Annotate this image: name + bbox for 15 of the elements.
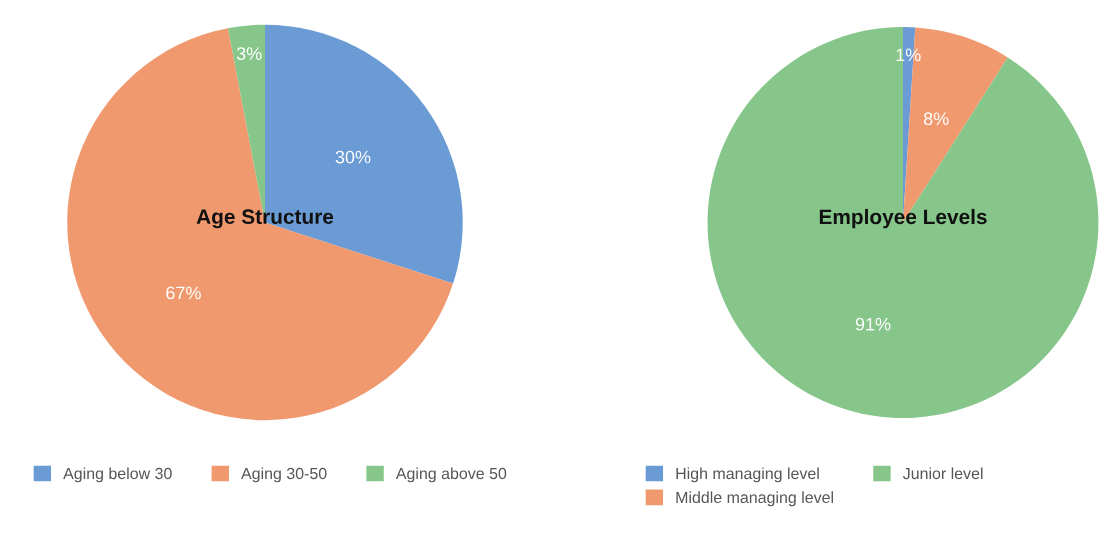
legend-label: Junior level [902, 467, 983, 480]
data-label: 30% [335, 150, 371, 164]
text: Employee Levels [819, 208, 987, 229]
data-label: 8% [923, 112, 949, 126]
legend-label: Aging above 50 [395, 467, 507, 483]
data-label: 91% [855, 317, 891, 331]
legend-label: High managing level [676, 467, 819, 483]
data-label: 67% [166, 286, 201, 300]
pie-slice [707, 27, 1099, 418]
legend-label: Middle managing level [676, 491, 833, 507]
pie-slice [67, 28, 454, 421]
legend-label: Aging 30-50 [241, 467, 327, 483]
data-label: 1% [896, 48, 921, 62]
data-label: 3% [236, 47, 262, 61]
legend-label: Aging below 30 [63, 467, 172, 483]
